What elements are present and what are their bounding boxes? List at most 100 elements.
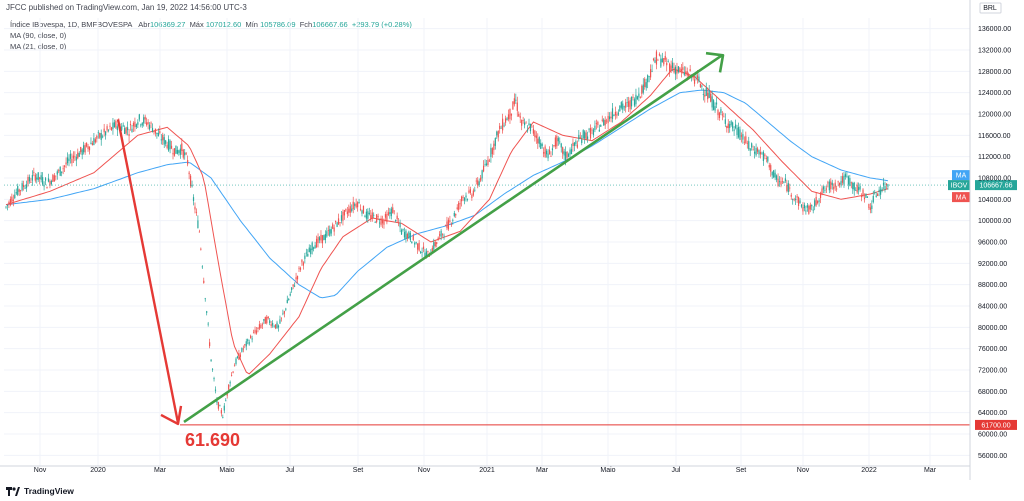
candle-up [887,184,889,187]
candle-up [178,150,180,153]
candle-up [575,141,577,145]
candle-down [172,152,174,155]
candle-up [737,127,740,138]
candle-down [717,109,719,116]
uptrend-line [183,54,723,424]
candle-down [566,151,568,158]
candle-up [578,134,580,140]
candle-up [56,171,58,175]
candle-up [573,142,576,146]
candle-up [47,178,50,182]
candle-up [121,126,123,130]
candle-down [154,128,157,134]
candle-down [497,130,499,138]
candle-down [510,113,513,116]
candle-down [34,174,36,181]
candle-up [245,341,247,347]
candle-down [434,241,436,247]
candle-up [251,338,253,340]
candle-up [884,186,886,191]
y-tick-label: 132000.00 [978,48,1011,55]
candle-up [806,205,808,208]
candle-down [680,69,682,72]
candle-up [538,137,540,144]
candle-up [69,153,72,159]
legend-symbol: Índice IBovespa, 1D, BMFBOVESPA [10,20,132,29]
candle-down [428,256,430,257]
candle-down [456,207,458,210]
candle-up [263,319,265,321]
candle-up [113,122,116,128]
legend-high-label: Máx [189,20,204,29]
candle-up [307,253,309,257]
candle-down [327,230,329,232]
y-tick-label: 136000.00 [978,26,1011,33]
candle-down [22,184,25,188]
candle-down [780,181,782,185]
candle-down [770,165,772,172]
candle-up [647,75,649,83]
y-tick-label: 80000.00 [978,325,1007,332]
candle-down [862,189,864,196]
candle-down [704,94,706,97]
x-tick-label: Maio [219,467,234,474]
candle-down [522,120,524,121]
ma90-tag: MA [956,173,967,180]
candle-up [724,119,726,124]
candle-down [455,213,457,216]
candle-up [31,175,33,181]
candle-up [635,94,637,105]
candle-down [639,97,641,98]
candle-down [450,224,452,226]
candle-up [622,103,624,110]
candle-up [151,127,154,133]
candle-up [463,197,466,201]
candle-up [206,311,208,313]
candle-down [188,172,190,175]
candle-down [548,149,551,155]
y-tick-label: 108000.00 [978,176,1011,183]
candle-up [323,235,325,241]
candle-up [223,405,225,411]
candle-down [255,330,258,334]
candle-up [824,190,826,192]
candle-up [326,231,328,237]
y-tick-label: 76000.00 [978,346,1007,353]
candle-down [491,148,493,155]
candle-down [836,188,838,190]
candle-down [159,131,161,134]
candle-up [148,124,151,130]
candle-down [837,181,839,183]
legend-ma21-row[interactable]: MA (21, close, 0) [10,42,67,51]
candle-up [683,72,685,75]
candle-up [638,93,640,98]
candle-down [850,182,852,184]
x-tick-label: Maio [600,467,615,474]
candle-up [828,181,830,191]
candle-down [362,205,365,214]
candle-up [409,233,411,241]
candle-down [604,120,606,126]
candle-up [466,198,469,200]
candle-down [641,85,643,94]
candle-down [688,75,690,78]
candle-down [220,410,222,414]
candle-down [74,156,76,158]
candle-down [39,177,41,179]
candle-up [674,67,677,75]
tradingview-brand[interactable]: TradingView [6,486,74,496]
candle-up [880,189,882,195]
candle-up [433,242,435,250]
candle-up [608,116,611,120]
candle-down [655,51,658,65]
candle-down [335,220,337,222]
candle-down [591,129,593,131]
candle-up [784,178,786,182]
candle-down [170,145,173,149]
legend-ma90-row[interactable]: MA (90, close, 0) [10,31,67,40]
candle-up [415,242,417,244]
legend-ohlc-row[interactable]: Índice IBovespa, 1D, BMFBOVESPA Abr10636… [10,19,412,30]
y-tick-label: 104000.00 [978,197,1011,204]
candle-down [516,102,518,111]
